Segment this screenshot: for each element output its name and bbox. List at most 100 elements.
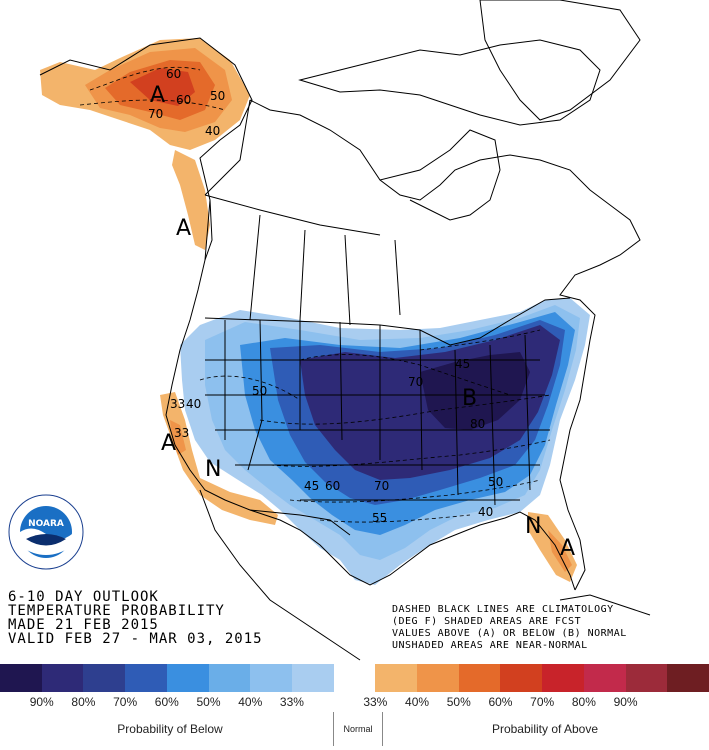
legend-tick-label: 33% [279,695,304,709]
letter-pnw: A [176,216,191,241]
legend-tick-label: 33% [363,695,388,709]
iso-label-s-70: 70 [374,479,389,493]
prov-line-2 [249,214,261,321]
legend-swatch [208,664,251,692]
iso-label-ca-40: 40 [186,397,201,411]
coastline-west [39,37,576,591]
legend-tick-label: 80% [571,695,596,709]
title-block: 6-10 DAY OUTLOOK TEMPERATURE PROBABILITY… [8,590,308,646]
legend-tick-label: 60% [488,695,513,709]
letter-sw: N [205,457,221,482]
iso-label-ca-33b: 33 [174,426,189,440]
iso-label-ne-45: 45 [455,357,470,371]
legend-tick-label: 70% [113,695,138,709]
iso-s-1 [289,479,541,503]
nunavut-line [204,194,381,236]
legend-tick-label: 40% [238,695,263,709]
iso-c-1 [259,394,551,425]
letter-florida-n: N [525,514,541,539]
legend-swatch [333,664,376,692]
title-line-1: 6-10 DAY OUTLOOK [8,589,159,605]
iso-w-50 [199,375,301,401]
iso-label-ak-60a: 60 [166,67,181,81]
legend-tick-label: 80% [71,695,96,709]
legend-swatch [458,664,501,692]
iso-label-se-50: 50 [488,475,503,489]
legend-swatch [250,664,292,692]
below-90 [420,352,530,430]
prov-line-1 [204,199,211,261]
noaa-logo: NOARA [8,494,84,570]
legend-tick-label: 40% [405,695,430,709]
coastline-east [249,99,641,591]
iso-label-s-60: 60 [325,479,340,493]
arctic-islands [298,39,601,126]
legend-swatch [583,664,626,692]
iso-label-ak-60b: 60 [176,93,191,107]
iso-label-gl-70: 70 [408,375,423,389]
legend-tick-label: 90% [613,695,638,709]
iso-label-e-80: 80 [470,417,485,431]
legend-caption-above: Probability of Above [491,722,599,736]
legend-swatch [0,664,42,692]
iso-ne [419,329,541,351]
legend-tick-label: 60% [154,695,179,709]
state-lines-2 [205,359,550,501]
notes-line-2: (DEG F) SHADED AREAS ARE FCST [392,616,582,627]
iso-c-2 [269,439,551,467]
notes-line-1: DASHED BLACK LINES ARE CLIMATOLOGY [392,604,614,615]
legend-labels: 90% 80% 70% 60% 50% 40% 33% 33% 40% 50% 60% 70% 80% 9… [0,695,709,711]
legend-swatch [125,664,167,692]
pnw-above [172,150,210,250]
ca-above-2 [170,420,186,455]
iso-alaska-1 [89,66,201,91]
us-canada-border [204,297,571,346]
legend-color-bar [0,664,709,692]
legend-tick-label: 90% [29,695,54,709]
letter-california: A [161,431,176,456]
iso-label-tx-55: 55 [372,511,387,525]
greenland [479,0,641,121]
cuba [559,594,651,616]
letter-east: B [462,386,477,411]
title-line-3: MADE 21 FEB 2015 [8,617,159,633]
legend-tick-label: 70% [530,695,555,709]
iso-label-ak-40: 40 [205,124,220,138]
legend-swatch [542,664,584,692]
legend-swatch [291,664,334,692]
notes-block: DASHED BLACK LINES ARE CLIMATOLOGY (DEG … [392,604,702,652]
legend-swatch [625,664,668,692]
legend-swatch [500,664,543,692]
mexico-border [249,509,351,536]
alaska-above-core [130,68,195,106]
legend-tick-label: 50% [196,695,221,709]
notes-line-4: UNSHADED AREAS ARE NEAR-NORMAL [392,640,588,651]
iso-label-ca-33: 33 [170,397,185,411]
legend-swatch [667,664,709,692]
noaa-logo-text: NOARA [28,519,64,529]
iso-label-w-50: 50 [252,384,267,398]
hudson-bay [379,129,501,221]
iso-label-s-45: 45 [304,479,319,493]
legend-swatch [83,664,126,692]
iso-alaska-2 [79,99,226,111]
iso-gl [299,354,511,396]
iso-label-se-40: 40 [478,505,493,519]
legend-swatch [375,664,418,692]
legend-caption-normal: Normal [333,712,383,746]
title-line-2: TEMPERATURE PROBABILITY [8,603,225,619]
title-line-4: VALID FEB 27 - MAR 03, 2015 [8,631,263,647]
notes-line-3: VALUES ABOVE (A) OR BELOW (B) NORMAL [392,628,627,639]
legend-swatch [417,664,459,692]
mexico-coast [199,489,361,661]
iso-s-2 [319,514,471,523]
iso-label-ak-50: 50 [210,89,225,103]
legend-caption-below: Probability of Below [117,722,223,736]
ak-border [204,99,251,196]
iso-label-ak-70: 70 [148,107,163,121]
fl-above-2 [548,530,572,572]
prov-line-4 [344,234,351,326]
prov-line-3 [299,229,306,321]
letter-florida-a: A [560,536,575,561]
